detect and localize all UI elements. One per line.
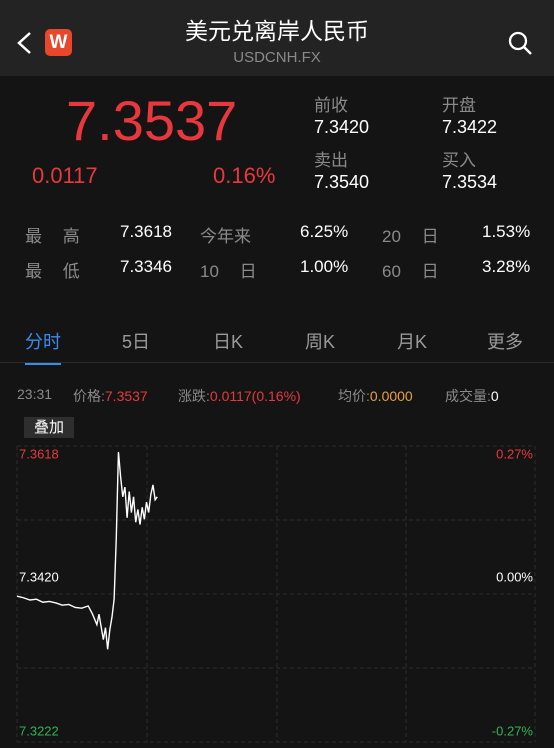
info-value: 0.0117(0.16%) [209,388,301,404]
tab[interactable]: 月K [397,332,428,352]
field-value: 7.3540 [314,172,370,192]
y2-tick-label: 0.27% [496,446,533,461]
search-button[interactable] [506,29,536,59]
info-item: 涨跌:0.0117(0.16%) [178,386,301,406]
stat: 10 日 [200,262,257,281]
stat: 1.00% [300,257,349,276]
stat: 60 日 [382,262,439,281]
stat: 7.3618 [120,222,172,241]
tab[interactable]: 周K [305,332,336,352]
info-item: 价格:7.3537 [73,386,148,406]
tab[interactable]: 5日 [122,332,151,352]
field-label: 买入 [442,151,476,170]
info-label: 价格: [73,388,105,404]
field-label: 开盘 [442,96,476,115]
time: 23:31 [17,386,53,402]
info-label: 均价: [338,388,370,404]
stat: 最 低 [25,262,80,281]
change-pct: 0.16% [213,163,276,188]
info-value: 0.0000 [369,388,413,404]
field-label: 前收 [314,96,348,115]
stat: 今年来 [200,227,251,246]
field-value: 7.3534 [442,172,498,192]
y-tick-label: 7.3618 [19,446,59,461]
info-value: 0 [490,388,499,404]
stat: 6.25% [300,222,349,241]
y2-tick-label: 0.00% [496,569,533,584]
tab[interactable]: 分时 [25,328,61,365]
stat: 7.3346 [120,257,172,276]
stat: 1.53% [482,222,531,241]
field-label: 卖出 [314,151,348,170]
price: 7.3537 [66,89,238,152]
info-label: 涨跌: [178,388,210,404]
title: 美元兑离岸人民币 [185,18,369,44]
stat: 20 日 [382,227,439,246]
tab[interactable]: 更多 [487,332,523,352]
info-label: 成交量: [445,388,491,404]
info-item: 均价:0.0000 [338,386,413,406]
stat: 3.28% [482,257,531,276]
change: 0.0117 [32,163,98,188]
subtitle: USDCNH.FX [233,49,321,66]
price-line [16,451,158,650]
header [0,0,554,76]
logo: W [45,29,72,56]
divider [0,362,554,363]
back-button[interactable] [14,30,36,56]
overlay-button[interactable]: 叠加 [24,417,74,438]
y-tick-label: 7.3420 [19,569,59,584]
field-value: 7.3422 [442,117,498,137]
y2-tick-label: -0.27% [492,723,534,738]
y-tick-label: 7.3222 [19,723,59,738]
info-item: 成交量:0 [445,386,499,406]
tab[interactable]: 日K [213,332,244,352]
info-value: 7.3537 [104,388,148,404]
stat: 最 高 [25,227,80,246]
field-value: 7.3420 [314,117,370,137]
